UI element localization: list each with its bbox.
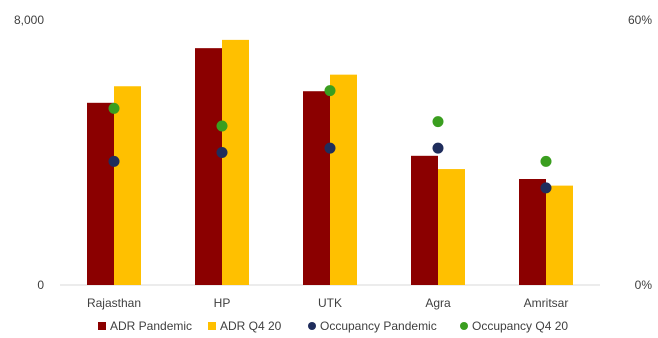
data-point: [432, 142, 444, 154]
x-tick-label: UTK: [318, 296, 342, 310]
legend-label: ADR Pandemic: [110, 319, 192, 333]
data-point: [108, 155, 120, 167]
x-tick-label: Rajasthan: [87, 296, 141, 310]
y-left-tick-label: 8,000: [14, 13, 44, 27]
y-right-tick-label: 60%: [628, 13, 652, 27]
bar: [114, 86, 141, 285]
data-point: [540, 182, 552, 194]
legend-label: ADR Q4 20: [220, 319, 282, 333]
legend-swatch: [208, 322, 216, 330]
data-point: [108, 102, 120, 114]
data-point: [324, 85, 336, 97]
y-right-tick-label: 0%: [635, 278, 653, 292]
y-left-tick-label: 0: [37, 278, 44, 292]
x-tick-label: HP: [214, 296, 231, 310]
legend-swatch: [98, 322, 106, 330]
bar: [195, 48, 222, 285]
data-point: [216, 120, 228, 132]
axis-ticks: 0 8,000 0% 60%: [14, 13, 652, 292]
data-point: [216, 147, 228, 158]
bar: [411, 155, 438, 285]
bar: [330, 74, 357, 285]
bar: [222, 39, 249, 285]
category-labels: Rajasthan HP UTK Agra Amritsar: [87, 296, 568, 310]
legend: ADR Pandemic ADR Q4 20 Occupancy Pandemic O…: [98, 319, 568, 333]
legend-marker: [460, 322, 468, 330]
data-point: [324, 142, 336, 154]
x-tick-label: Amritsar: [524, 296, 569, 310]
data-point: [432, 116, 444, 128]
legend-marker: [308, 322, 316, 330]
legend-label: Occupancy Pandemic: [320, 319, 437, 333]
bar-series: [87, 39, 573, 285]
bar: [546, 185, 573, 285]
bar: [438, 169, 465, 285]
x-tick-label: Agra: [425, 296, 451, 310]
data-point: [540, 155, 552, 167]
bar: [303, 91, 330, 285]
legend-label: Occupancy Q4 20: [472, 319, 568, 333]
bar: [519, 179, 546, 285]
point-series: [108, 85, 552, 194]
bar: [87, 102, 114, 285]
